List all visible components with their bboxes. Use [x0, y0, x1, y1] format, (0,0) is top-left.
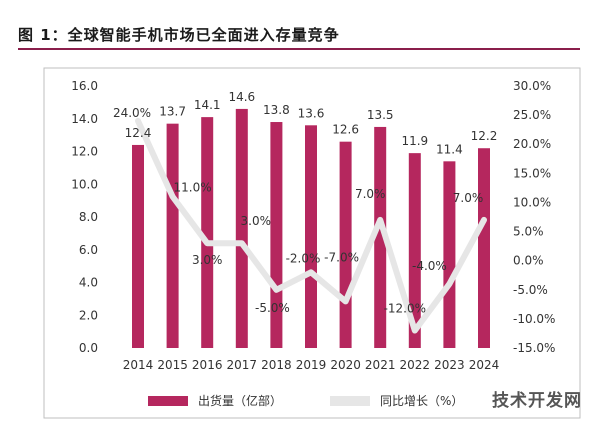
- legend-swatch-growth: [330, 396, 370, 406]
- legend-swatch-shipments: [148, 396, 188, 406]
- left-tick-label: 0.0: [79, 341, 98, 355]
- right-tick-label: 15.0%: [513, 166, 551, 180]
- right-tick-label: 10.0%: [513, 195, 551, 209]
- bar-value-label: 12.2: [471, 129, 498, 143]
- left-tick-label: 8.0: [79, 210, 98, 224]
- right-axis: -15.0% -10.0% -5.0% 0.0% 5.0% 10.0% 15.0% 20.0%…: [513, 79, 555, 355]
- left-tick-label: 14.0: [71, 112, 98, 126]
- growth-value-label: 11.0%: [174, 181, 212, 195]
- growth-value-label: 3.0%: [241, 214, 272, 228]
- growth-value-label: -12.0%: [384, 302, 426, 316]
- bar-value-label: 11.4: [436, 142, 463, 156]
- right-tick-label: -5.0%: [513, 283, 548, 297]
- right-tick-label: 0.0%: [513, 254, 544, 268]
- bar-2019: [305, 125, 317, 348]
- bar-2024: [478, 148, 490, 348]
- bar-value-label: 14.6: [228, 90, 255, 104]
- x-tick-label: 2022: [400, 358, 431, 372]
- watermark: 技术开发网: [492, 391, 582, 411]
- left-tick-label: 12.0: [71, 145, 98, 159]
- x-tick-label: 2023: [434, 358, 465, 372]
- growth-value-label: -2.0%: [286, 251, 321, 265]
- bar-value-label: 14.1: [194, 98, 221, 112]
- bar-2022: [408, 153, 421, 348]
- legend-label-growth: 同比增长（%）: [380, 394, 463, 408]
- line-series: [135, 117, 487, 334]
- growth-value-label: -7.0%: [324, 250, 359, 264]
- bar-2016: [201, 117, 214, 348]
- bar-value-label: 12.4: [125, 126, 152, 140]
- left-tick-label: 4.0: [79, 276, 98, 290]
- line-data-labels: 24.0% 11.0% 3.0% 3.0% -5.0% -2.0% -7.0% 7.0% -12…: [113, 106, 483, 316]
- growth-value-label: 7.0%: [453, 191, 484, 205]
- bar-2017: [235, 108, 248, 348]
- right-tick-label: 30.0%: [513, 79, 551, 93]
- bar-data-labels: 12.4 13.7 14.1 14.6 13.8 13.6 12.6 13.5 11.9 11.4…: [125, 90, 498, 156]
- legend-label-shipments: 出货量（亿部）: [198, 393, 282, 408]
- bar-series: [132, 108, 490, 349]
- bar-value-label: 11.9: [401, 134, 428, 148]
- bar-value-label: 12.6: [332, 123, 359, 137]
- bar-value-label: 13.7: [159, 105, 186, 119]
- growth-value-label: 7.0%: [355, 187, 386, 201]
- x-tick-label: 2015: [157, 358, 188, 372]
- left-tick-label: 6.0: [79, 243, 98, 257]
- bar-2020: [339, 141, 352, 348]
- title-rule: [18, 48, 580, 50]
- left-axis: 0.0 2.0 4.0 6.0 8.0 10.0 12.0 14.0 16.0: [71, 79, 98, 355]
- right-tick-label: 20.0%: [513, 137, 551, 151]
- right-tick-label: -15.0%: [513, 341, 555, 355]
- chart-frame: [43, 67, 581, 419]
- x-tick-label: 2020: [330, 358, 361, 372]
- figure-title: 图 1：全球智能手机市场已全面进入存量竞争: [18, 26, 340, 44]
- growth-value-label: 3.0%: [192, 253, 223, 267]
- left-tick-label: 10.0: [71, 177, 98, 191]
- x-tick-label: 2019: [296, 358, 327, 372]
- x-tick-label: 2016: [192, 358, 223, 372]
- x-tick-label: 2021: [365, 358, 396, 372]
- left-tick-label: 16.0: [71, 79, 98, 93]
- growth-value-label: -5.0%: [255, 301, 290, 315]
- growth-value-label: 24.0%: [113, 106, 151, 120]
- x-tick-label: 2017: [227, 358, 258, 372]
- right-tick-label: 5.0%: [513, 225, 544, 239]
- bar-value-label: 13.8: [263, 103, 290, 117]
- right-tick-label: 25.0%: [513, 108, 551, 122]
- x-axis: 2014 2015 2016 2017 2018 2019 2020 2021 2022 2023…: [123, 358, 500, 372]
- growth-value-label: -4.0%: [412, 259, 447, 273]
- x-tick-label: 2024: [469, 358, 500, 372]
- x-tick-label: 2018: [261, 358, 292, 372]
- left-tick-label: 2.0: [79, 308, 98, 322]
- legend: 出货量（亿部） 同比增长（%）: [148, 393, 463, 408]
- bar-2021: [374, 126, 387, 348]
- bar-2023: [443, 161, 456, 348]
- bar-value-label: 13.6: [298, 106, 325, 120]
- bar-value-label: 13.5: [367, 108, 394, 122]
- right-tick-label: -10.0%: [513, 312, 555, 326]
- x-tick-label: 2014: [123, 358, 154, 372]
- growth-line: [135, 117, 487, 334]
- bar-2015: [166, 123, 179, 348]
- bar-2014: [132, 144, 144, 348]
